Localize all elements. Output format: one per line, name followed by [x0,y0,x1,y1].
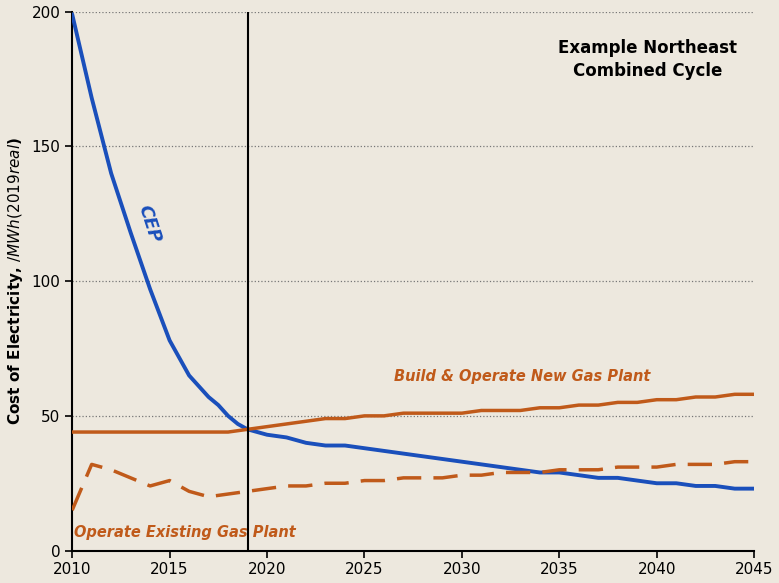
Text: Operate Existing Gas Plant: Operate Existing Gas Plant [74,525,296,540]
Text: CEP: CEP [135,202,164,245]
Text: Build & Operate New Gas Plant: Build & Operate New Gas Plant [393,369,650,384]
Y-axis label: Cost of Electricity, $/MWh (2019 real $): Cost of Electricity, $/MWh (2019 real $) [5,137,25,425]
Text: Example Northeast
Combined Cycle: Example Northeast Combined Cycle [558,38,737,80]
